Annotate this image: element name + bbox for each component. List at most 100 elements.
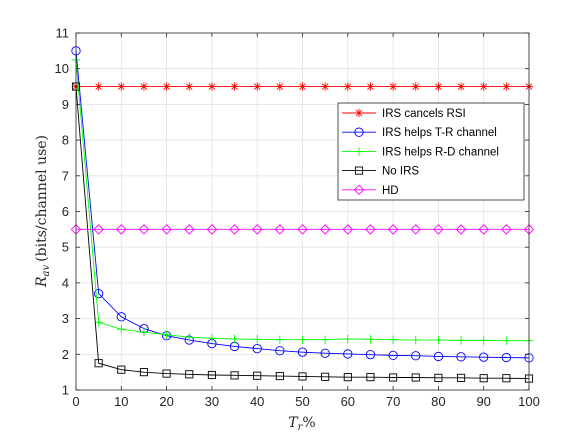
data-point [434, 335, 443, 345]
data-point [162, 330, 171, 339]
data-point [479, 336, 488, 345]
data-point [478, 224, 489, 235]
data-point [94, 317, 103, 327]
x-axis-label: Tr% [288, 415, 315, 433]
legend-label: IRS cancels RSI [382, 108, 466, 120]
data-point [207, 370, 216, 380]
x-tick-label: 0 [72, 394, 79, 409]
data-point [411, 351, 421, 361]
data-point [117, 82, 126, 91]
data-point [456, 82, 466, 91]
data-point [298, 82, 307, 91]
legend-item: IRS helps R-D channel [342, 146, 499, 158]
data-point [388, 350, 398, 361]
data-point [366, 82, 375, 91]
data-point [253, 82, 262, 91]
data-point [298, 372, 307, 381]
legend-marker [354, 147, 364, 156]
data-point [320, 348, 330, 358]
x-tick-label: 60 [341, 394, 355, 409]
legend-label: IRS helps T-R channel [382, 127, 497, 139]
data-point [343, 82, 352, 91]
data-point [207, 82, 217, 91]
data-point [479, 374, 488, 383]
data-point [455, 224, 467, 235]
data-point [365, 224, 376, 235]
data-point [229, 224, 240, 235]
data-point [365, 350, 376, 360]
data-point [185, 82, 194, 91]
series-lines [70, 46, 535, 383]
data-point [275, 346, 285, 356]
data-point [342, 224, 354, 235]
data-point [94, 82, 103, 91]
data-point [162, 82, 171, 91]
x-tick-label: 100 [518, 394, 540, 409]
data-point [253, 335, 262, 344]
x-tick-label: 90 [476, 394, 490, 409]
legend-label: IRS helps R-D channel [382, 146, 499, 158]
data-point [433, 224, 444, 235]
y-tick-label: 2 [62, 347, 69, 362]
legend-item: IRS cancels RSI [342, 108, 466, 120]
data-point [502, 336, 511, 345]
series-4 [70, 224, 535, 235]
data-point [501, 352, 511, 363]
data-point [433, 351, 444, 362]
data-point [184, 224, 195, 235]
y-tick-label: 3 [62, 311, 69, 326]
series-3 [71, 82, 534, 383]
data-point [366, 373, 375, 382]
data-point [185, 370, 194, 379]
data-point [320, 335, 330, 344]
legend-marker [354, 127, 364, 137]
data-point [388, 82, 398, 91]
legend-marker [354, 108, 364, 118]
data-point [298, 335, 307, 344]
data-point [502, 82, 511, 91]
data-point [275, 335, 285, 344]
data-point [275, 82, 285, 91]
data-point [253, 371, 262, 380]
data-point [456, 336, 466, 345]
legend: IRS cancels RSI IRS helps T-R channel IRS … [337, 102, 525, 201]
x-tick-label: 40 [250, 394, 264, 409]
data-point [230, 334, 239, 344]
data-point [297, 224, 308, 235]
x-tick-label: 70 [386, 394, 400, 409]
y-tick-label: 4 [62, 275, 69, 290]
series-0 [71, 82, 534, 91]
data-point [116, 312, 126, 322]
y-axis-label: Rav(bits/channel use) [34, 135, 52, 288]
y-tick-label: 9 [62, 97, 69, 112]
data-point [117, 365, 126, 374]
data-point [410, 224, 421, 235]
y-tick-label: 1 [62, 383, 69, 398]
data-point [411, 335, 420, 345]
data-point [230, 371, 239, 380]
y-tick-label: 8 [62, 133, 69, 148]
data-point [93, 224, 104, 235]
data-point [251, 224, 263, 235]
series-line [75, 50, 530, 359]
data-point [139, 82, 149, 91]
y-tick-label: 7 [62, 168, 69, 183]
legend-item: No IRS [342, 166, 419, 178]
data-point [411, 82, 420, 91]
data-point [343, 349, 353, 359]
data-point [207, 334, 217, 343]
data-point [116, 224, 127, 235]
data-point [343, 373, 352, 382]
data-point [389, 373, 398, 382]
y-tick-label: 6 [62, 204, 69, 219]
data-point [434, 373, 443, 382]
data-point [206, 224, 218, 235]
data-point [411, 373, 420, 382]
data-point [138, 224, 150, 235]
series-line [75, 86, 530, 380]
data-point [479, 352, 489, 362]
legend-item: IRS helps T-R channel [342, 127, 497, 139]
x-tick-label: 20 [159, 394, 173, 409]
data-point [94, 359, 103, 368]
